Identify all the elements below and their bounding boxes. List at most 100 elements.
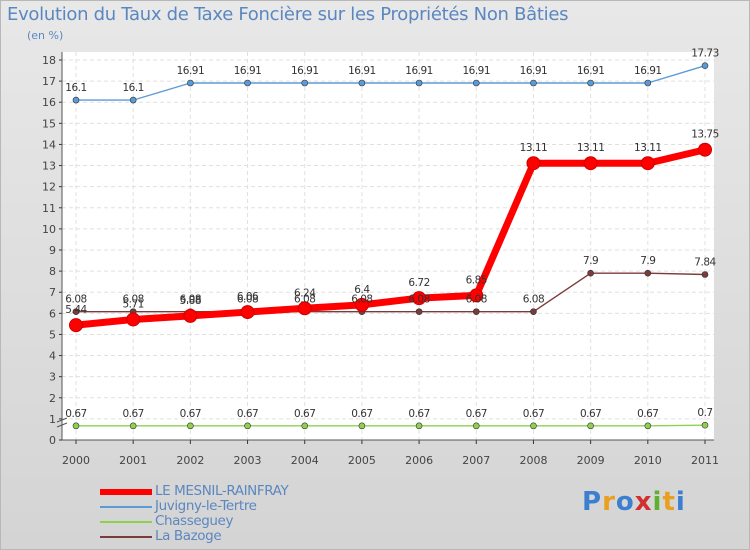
data-label: 7.9: [640, 255, 655, 267]
legend-swatch-chasseguey: [100, 521, 152, 523]
data-point: [412, 291, 427, 306]
data-label: 17.73: [691, 48, 719, 60]
data-point: [472, 79, 480, 87]
y-axis-unit: (en %): [27, 29, 64, 42]
y-tick-label: 0: [49, 434, 56, 447]
data-point: [530, 308, 537, 315]
y-tick-label: 12: [42, 181, 56, 194]
data-label: 16.1: [65, 82, 86, 94]
data-point: [297, 301, 312, 316]
data-point: [415, 308, 423, 315]
data-label: 16.91: [405, 65, 433, 77]
data-point: [583, 156, 598, 171]
logo-letter: P: [582, 487, 603, 517]
series-line: [75, 64, 706, 101]
data-label: 6.08: [180, 294, 201, 306]
data-point: [72, 422, 80, 430]
chart-title: Evolution du Taux de Taxe Foncière sur l…: [7, 4, 569, 25]
y-tick-label: 10: [42, 223, 56, 236]
y-tick-label: 3: [49, 371, 56, 384]
data-point: [301, 79, 309, 87]
y-tick-label: 17: [42, 75, 56, 88]
data-label: 5.44: [65, 304, 87, 316]
data-label: 0.67: [294, 408, 315, 420]
data-point: [472, 422, 480, 430]
data-point: [69, 318, 83, 333]
y-tick-label: 9: [49, 244, 56, 257]
data-label: 16.91: [634, 65, 662, 77]
logo-letter: r: [602, 487, 616, 517]
x-tick-label: 2006: [405, 454, 433, 467]
data-label: 0.67: [580, 408, 601, 420]
x-tick-label: 2005: [348, 454, 376, 467]
x-tick-label: 2003: [234, 454, 262, 467]
data-point: [701, 62, 709, 69]
data-point: [354, 297, 369, 312]
plot-area: [62, 52, 714, 440]
x-tick-label: 2000: [62, 454, 90, 467]
data-point: [126, 312, 141, 327]
y-tick-label: 8: [49, 265, 56, 278]
data-label: 6.08: [65, 294, 86, 306]
legend-swatch-mesnil: [100, 489, 152, 495]
x-tick-label: 2004: [291, 454, 319, 467]
data-point: [644, 269, 652, 277]
y-tick-label: 15: [42, 117, 56, 130]
data-label: 16.91: [291, 65, 319, 77]
data-point: [72, 96, 80, 104]
data-label: 6.08: [523, 294, 544, 306]
data-point: [526, 156, 541, 171]
logo-letter: t: [662, 487, 676, 517]
data-label: 16.91: [234, 65, 262, 77]
legend-swatch-juvigny: [100, 506, 152, 508]
data-label: 0.67: [237, 408, 258, 420]
data-label: 16.91: [462, 65, 490, 77]
data-point: [129, 96, 137, 104]
data-point: [469, 288, 484, 303]
data-point: [358, 422, 366, 430]
data-label: 5.71: [122, 298, 143, 310]
logo-letter: o: [615, 487, 635, 517]
data-label: 13.11: [634, 142, 662, 154]
data-label: 16.91: [577, 65, 605, 77]
data-point: [129, 422, 137, 430]
data-point: [701, 421, 709, 429]
data-label: 13.11: [577, 142, 605, 154]
data-label: 6.08: [122, 294, 143, 306]
x-tick-label: 2011: [691, 454, 719, 467]
data-label: 0.67: [180, 408, 201, 420]
data-point: [187, 79, 194, 87]
legend-label: LE MESNIL-RAINFRAY: [155, 483, 289, 499]
y-tick-label: 16: [42, 96, 56, 109]
data-label: 0.7: [697, 407, 712, 419]
data-point: [644, 79, 652, 87]
legend-label: Juvigny-le-Tertre: [155, 498, 257, 514]
data-label: 0.67: [122, 408, 143, 420]
data-label: 0.67: [523, 408, 544, 420]
data-point: [187, 422, 194, 430]
data-label: 7.9: [583, 255, 598, 267]
legend-swatch-bazoge: [100, 536, 152, 538]
data-label: 16.1: [122, 82, 143, 94]
data-label: 6.85: [466, 274, 487, 286]
y-tick-label: 1: [49, 413, 56, 426]
data-label: 6.06: [237, 291, 259, 303]
data-point: [472, 308, 480, 315]
data-point: [415, 79, 423, 87]
data-point: [240, 305, 255, 320]
series-line: [75, 424, 706, 427]
data-point: [587, 269, 594, 277]
y-tick-label: 4: [49, 350, 56, 363]
logo-letter: i: [675, 487, 686, 517]
y-tick-label: 11: [42, 202, 56, 215]
data-label: 0.67: [65, 408, 86, 420]
data-label: 16.91: [348, 65, 376, 77]
data-point: [640, 156, 655, 171]
data-label: 13.75: [691, 129, 719, 141]
data-point: [530, 79, 537, 87]
y-tick-label: 2: [49, 392, 56, 405]
data-point: [72, 308, 80, 315]
data-label: 6.08: [408, 294, 429, 306]
series-line: [75, 272, 706, 313]
